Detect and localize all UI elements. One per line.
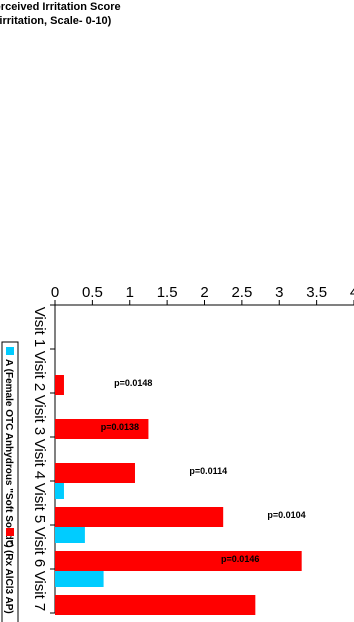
legend-swatch — [6, 528, 14, 536]
bar — [54, 523, 85, 543]
x-tick-label: Visit 1 — [31, 307, 48, 348]
legend-label: A (Female OTC Anhydrous "Soft Solid") — [3, 359, 14, 548]
p-value-annotation: p=0.0148 — [114, 378, 152, 388]
x-tick-label: Visit 4 — [31, 439, 48, 480]
bar — [55, 507, 224, 527]
ticks: 0 0.5 1 1.5 2 2.5 3 3.5 4 Visit 1 Visit 2 Visit 3 Vi… — [31, 284, 354, 614]
y-axis-title-line2: (higher= more irritation, Scale- 0-10) — [0, 15, 112, 27]
bar — [55, 375, 64, 395]
y-tick-label: 0 — [51, 284, 59, 301]
legend-box — [1, 341, 19, 622]
y-tick-label: 1 — [126, 284, 134, 301]
bar — [55, 419, 149, 439]
bar — [55, 595, 256, 615]
bars — [54, 375, 302, 615]
y-tick-label: 3 — [275, 284, 283, 301]
y-tick-label: 3.5 — [306, 284, 327, 301]
p-value-annotation: p=0.0146 — [221, 554, 259, 564]
x-tick-label: Visit 5 — [31, 483, 48, 524]
y-tick-label: 1.5 — [157, 284, 178, 301]
legend-label: C (Rx AlCl3 AP) — [3, 540, 14, 614]
y-tick-label: 2 — [200, 284, 208, 301]
bar — [55, 463, 135, 483]
x-tick-label: Visit 3 — [31, 395, 48, 436]
legend: A (Female OTC Anhydrous "Soft Solid")C (… — [1, 341, 19, 622]
y-tick-label: 2.5 — [231, 284, 252, 301]
p-value-annotation: p=0.0138 — [101, 422, 139, 432]
bar — [54, 567, 104, 587]
y-tick-label: 0.5 — [82, 284, 103, 301]
p-value-annotation: p=0.0114 — [189, 466, 227, 476]
x-tick-label: Visit 6 — [31, 527, 48, 568]
bar — [54, 551, 302, 571]
y-axis-title-line1: Mean Subject Perceived Irritation Score — [0, 1, 121, 13]
y-tick-label: 4 — [350, 284, 354, 301]
x-tick-label: Visit 2 — [31, 351, 48, 392]
p-value-annotation: p=0.0104 — [267, 510, 305, 520]
x-tick-label: Visit 7 — [31, 571, 48, 612]
bar — [55, 479, 64, 499]
legend-swatch — [6, 347, 14, 355]
annotations: p=0.0148 p=0.0138 p=0.0114 p=0.0104 p=0.0146 — [101, 378, 306, 564]
